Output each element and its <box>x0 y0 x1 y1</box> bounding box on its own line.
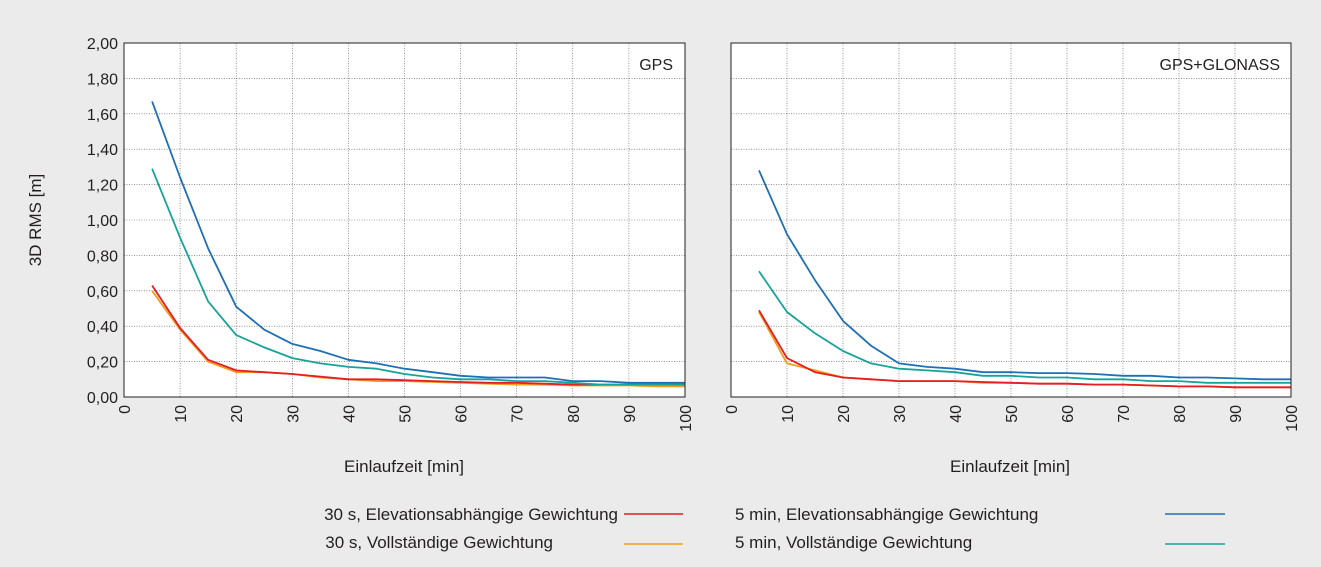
x-tick-label: 0 <box>724 405 741 414</box>
y-tick-label: 1,60 <box>87 107 118 124</box>
y-tick-label: 0,40 <box>87 319 118 336</box>
y-tick-label: 1,20 <box>87 178 118 195</box>
x-tick-label: 40 <box>948 405 965 423</box>
series-group-gps <box>151 101 685 388</box>
grid-gps <box>124 43 685 397</box>
y-tick-label: 1,00 <box>87 213 118 230</box>
x-axis-label-gps-glonass: Einlaufzeit [min] <box>950 457 1070 476</box>
plot-frame-gps <box>123 42 686 398</box>
x-tick-label: 30 <box>892 405 909 423</box>
x-tick-label: 80 <box>566 405 583 423</box>
y-tick-label: 1,80 <box>87 71 118 88</box>
x-tick-label: 70 <box>1116 405 1133 423</box>
y-tick-label: 0,60 <box>87 284 118 301</box>
x-tick-label: 10 <box>173 405 190 423</box>
legend-label-s5-full: 5 min, Vollständige Gewichtung <box>735 533 972 552</box>
x-tick-label: 20 <box>229 405 246 423</box>
x-tick-label: 90 <box>622 405 639 423</box>
x-tick-label: 50 <box>1004 405 1021 423</box>
x-tick-label: 70 <box>510 405 527 423</box>
panel-label-gps-glonass: GPS+GLONASS <box>1160 57 1281 74</box>
x-tick-label: 20 <box>836 405 853 423</box>
series-line-s30-elev <box>758 309 1291 389</box>
plot-frame-gps-glonass <box>730 42 1292 398</box>
y-ticks-gps: 0,00 0,20 0,40 0,60 0,80 1,00 1,20 1,40 1,60 1,80… <box>87 36 118 407</box>
panel-gps-glonass: 0 10 20 30 40 50 60 70 80 90 100 GPS+GLONASS Einla… <box>724 42 1301 476</box>
legend-label-s30-elev: 30 s, Elevationsabhängige Gewichtung <box>324 505 618 524</box>
x-tick-label: 60 <box>1060 405 1077 423</box>
legend-label-s5-elev: 5 min, Elevationsabhängige Gewichtung <box>735 505 1038 524</box>
x-ticks-gps-glonass: 0 10 20 30 40 50 60 70 80 90 100 <box>724 405 1301 432</box>
x-tick-label: 100 <box>1284 405 1301 432</box>
x-tick-label: 40 <box>341 405 358 423</box>
series-line-s5-elev <box>151 101 685 384</box>
y-axis-label: 3D RMS [m] <box>26 174 45 267</box>
y-tick-label: 0,00 <box>87 390 118 407</box>
y-tick-label: 0,80 <box>87 248 118 265</box>
x-tick-label: 90 <box>1228 405 1245 423</box>
x-tick-label: 80 <box>1172 405 1189 423</box>
x-ticks-gps: 0 10 20 30 40 50 60 70 80 90 100 <box>117 405 695 432</box>
y-tick-label: 1,40 <box>87 142 118 159</box>
legend: 30 s, Elevationsabhängige Gewichtung 30 … <box>324 505 1225 552</box>
y-tick-label: 0,20 <box>87 355 118 372</box>
panel-label-gps: GPS <box>639 57 673 74</box>
series-group-gps-glonass <box>758 170 1291 389</box>
series-line-s5-elev <box>758 170 1291 381</box>
x-tick-label: 100 <box>678 405 695 432</box>
x-tick-label: 50 <box>398 405 415 423</box>
legend-label-s30-full: 30 s, Vollständige Gewichtung <box>325 533 553 552</box>
x-tick-label: 60 <box>454 405 471 423</box>
grid-gps-glonass <box>731 43 1291 397</box>
panel-gps: 0,00 0,20 0,40 0,60 0,80 1,00 1,20 1,40 1,60 1,80… <box>26 36 695 476</box>
x-tick-label: 0 <box>117 405 134 414</box>
series-line-s5-full <box>758 270 1291 384</box>
x-axis-label-gps: Einlaufzeit [min] <box>344 457 464 476</box>
x-tick-label: 30 <box>285 405 302 423</box>
series-line-s5-full <box>151 168 685 386</box>
x-tick-label: 10 <box>780 405 797 423</box>
y-tick-label: 2,00 <box>87 36 118 53</box>
